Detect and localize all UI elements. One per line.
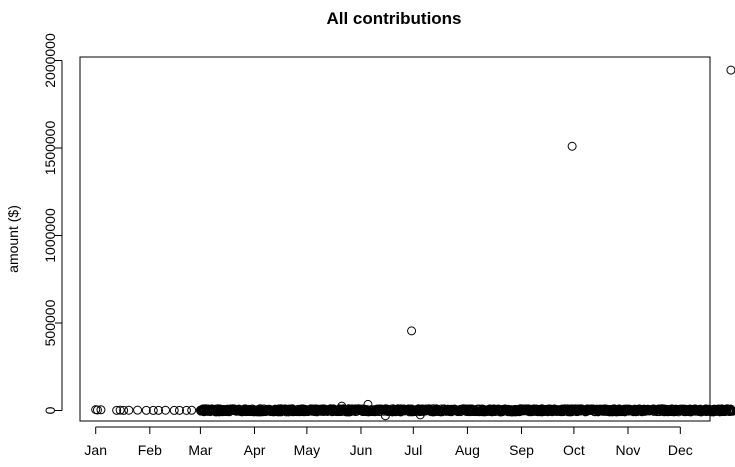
data-point	[124, 405, 134, 415]
data-point	[727, 406, 735, 416]
data-points	[91, 65, 735, 421]
data-point	[161, 405, 171, 415]
x-tick-label: Sep	[509, 442, 534, 458]
data-point	[148, 405, 158, 415]
x-axis: Jan Feb Mar Apr May Jun Jul Aug Sep Oct Nov Dec	[84, 426, 693, 458]
x-tick-label: Nov	[616, 442, 641, 458]
y-tick-label: 500000	[42, 299, 58, 346]
y-axis: 0 500000 1000000 1500000 2000000	[42, 33, 63, 414]
data-point	[407, 326, 417, 336]
x-tick-label: Apr	[244, 442, 266, 458]
data-point	[119, 405, 129, 415]
data-point	[181, 405, 191, 415]
data-point	[115, 405, 125, 415]
y-tick-label: 1000000	[42, 208, 58, 263]
y-tick-label: 1500000	[42, 121, 58, 176]
x-tick-label: Jun	[350, 442, 373, 458]
data-point	[187, 405, 197, 415]
data-point	[141, 405, 151, 415]
plot-frame	[79, 56, 711, 422]
x-tick-label: Oct	[563, 442, 585, 458]
x-tick-label: Dec	[668, 442, 693, 458]
data-point	[96, 405, 106, 415]
data-point	[169, 405, 179, 415]
data-point	[174, 405, 184, 415]
y-axis-title: amount ($)	[5, 205, 21, 273]
data-point	[154, 405, 164, 415]
data-point	[567, 141, 577, 151]
x-tick-label: Jul	[404, 442, 422, 458]
data-point	[112, 405, 122, 415]
x-tick-label: May	[294, 442, 320, 458]
x-tick-label: Jan	[84, 442, 107, 458]
data-point	[92, 405, 102, 415]
x-tick-label: Aug	[455, 442, 480, 458]
data-point	[133, 405, 143, 415]
chart-title: All contributions	[326, 9, 461, 28]
x-tick-label: Feb	[138, 442, 162, 458]
y-tick-label: 0	[42, 406, 58, 414]
data-point	[726, 65, 735, 75]
y-tick-label: 2000000	[42, 33, 58, 88]
x-tick-label: Mar	[188, 442, 212, 458]
